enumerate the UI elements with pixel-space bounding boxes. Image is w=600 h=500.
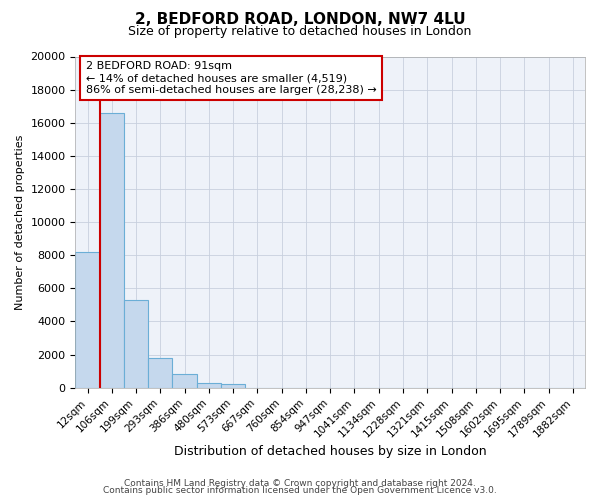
Bar <box>124 300 148 388</box>
Bar <box>172 374 197 388</box>
Text: 2 BEDFORD ROAD: 91sqm
← 14% of detached houses are smaller (4,519)
86% of semi-d: 2 BEDFORD ROAD: 91sqm ← 14% of detached … <box>86 62 376 94</box>
Bar <box>76 252 100 388</box>
Text: Contains HM Land Registry data © Crown copyright and database right 2024.: Contains HM Land Registry data © Crown c… <box>124 478 476 488</box>
Bar <box>148 358 172 388</box>
Bar <box>197 382 221 388</box>
X-axis label: Distribution of detached houses by size in London: Distribution of detached houses by size … <box>174 444 487 458</box>
Text: Contains public sector information licensed under the Open Government Licence v3: Contains public sector information licen… <box>103 486 497 495</box>
Text: 2, BEDFORD ROAD, LONDON, NW7 4LU: 2, BEDFORD ROAD, LONDON, NW7 4LU <box>134 12 466 28</box>
Text: Size of property relative to detached houses in London: Size of property relative to detached ho… <box>128 25 472 38</box>
Y-axis label: Number of detached properties: Number of detached properties <box>15 134 25 310</box>
Bar <box>221 384 245 388</box>
Bar <box>100 113 124 388</box>
